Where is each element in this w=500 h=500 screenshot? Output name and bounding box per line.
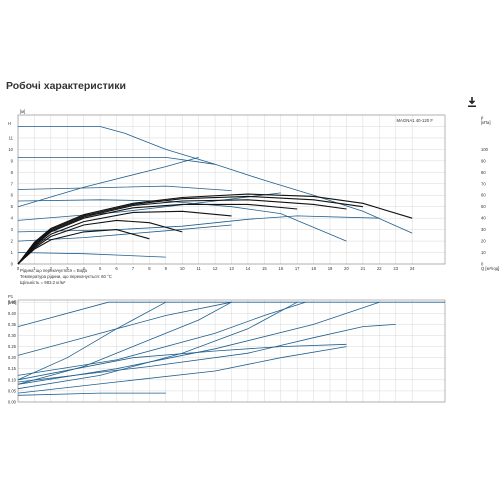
x-tick-label: 0 <box>17 266 20 271</box>
y-tick-label: 0.20 <box>8 355 17 360</box>
y-tick-label: 0.30 <box>8 333 17 338</box>
y-tick-label: 9 <box>11 158 14 163</box>
series-line <box>17 301 298 390</box>
series-line <box>17 185 232 191</box>
series-line <box>17 157 199 208</box>
y-tick-label: 0.40 <box>8 311 17 316</box>
series-line <box>17 210 232 265</box>
note-text: Температура рідини, що перекачується: 60… <box>20 274 112 279</box>
x-tick-label: 17 <box>295 266 300 271</box>
series-line <box>17 301 306 376</box>
series-line <box>17 301 232 385</box>
series-line <box>17 392 166 396</box>
x-tick-label: 24 <box>410 266 415 271</box>
x-axis-label: Q [м³/год] <box>481 266 499 271</box>
y-tick-label: 5 <box>11 204 14 209</box>
x-tick-label: 15 <box>262 266 267 271</box>
x-tick-label: 20 <box>344 266 349 271</box>
y2-tick-label: 20 <box>481 239 486 244</box>
y2-tick-label: 60 <box>481 193 486 198</box>
y2-tick-label: 90 <box>481 158 486 163</box>
y-tick-label: 10 <box>8 147 13 152</box>
series-line <box>17 195 363 265</box>
x-tick-label: 2 <box>50 266 53 271</box>
series-line <box>17 301 166 381</box>
x-tick-label: 14 <box>246 266 251 271</box>
x-tick-label: 11 <box>196 266 201 271</box>
y-axis-unit: [м] <box>20 109 25 114</box>
x-tick-label: 1 <box>33 266 36 271</box>
series-line <box>17 252 166 258</box>
x-tick-label: 5 <box>99 266 102 271</box>
y-tick-label: 6 <box>11 193 14 198</box>
series-line <box>17 346 347 394</box>
y-tick-label: 0.45 <box>8 300 17 305</box>
y2-axis-unit: [кПа] <box>481 120 491 125</box>
y2-tick-label: 100 <box>481 147 489 152</box>
x-tick-label: 22 <box>377 266 382 271</box>
legend-text: MAGNA1 40-120 F <box>396 118 433 123</box>
series-line <box>17 219 183 265</box>
y-tick-label: 8 <box>11 170 14 175</box>
y2-tick-label: 40 <box>481 216 486 221</box>
y-tick-label: 0 <box>11 262 14 267</box>
x-tick-label: 12 <box>213 266 218 271</box>
y2-tick-label: 0 <box>481 262 484 267</box>
y2-tick-label: 10 <box>481 250 486 255</box>
y-tick-label: 1 <box>11 250 14 255</box>
y-axis-unit: [kW] <box>8 300 16 305</box>
x-tick-label: 4 <box>83 266 86 271</box>
y-axis-label: P1 <box>8 294 14 299</box>
x-tick-label: 21 <box>361 266 366 271</box>
y-tick-label: 0.25 <box>8 344 17 349</box>
y2-tick-label: 50 <box>481 204 486 209</box>
note-text: Рідина, що перекачується = Вода <box>20 268 88 273</box>
y-axis-label: H <box>8 121 11 126</box>
series-line <box>18 157 216 165</box>
y-tick-label: 2 <box>11 239 14 244</box>
x-tick-label: 9 <box>165 266 168 271</box>
series-line <box>17 301 232 356</box>
x-tick-label: 6 <box>115 266 118 271</box>
y2-tick-label: 30 <box>481 227 486 232</box>
y-tick-label: 7 <box>11 181 14 186</box>
series-line <box>17 343 347 381</box>
series-line <box>17 193 413 265</box>
x-tick-label: 10 <box>180 266 185 271</box>
plot-frame <box>17 299 446 403</box>
x-tick-label: 19 <box>328 266 333 271</box>
x-tick-label: 23 <box>393 266 398 271</box>
note-text: Щільність = 983.2 кг/м³ <box>20 280 66 285</box>
y-tick-label: 3 <box>11 227 14 232</box>
x-tick-label: 18 <box>311 266 316 271</box>
y2-tick-label: 80 <box>481 170 486 175</box>
series-line <box>17 229 150 265</box>
y-tick-label: 0.10 <box>8 377 17 382</box>
y-tick-label: 0.35 <box>8 322 17 327</box>
series-line <box>17 301 445 327</box>
page-title: Робочі характеристики <box>6 80 126 92</box>
y2-tick-label: 70 <box>481 181 486 186</box>
y-tick-label: 11 <box>9 135 14 140</box>
series-line <box>17 203 298 265</box>
series-line <box>17 215 380 233</box>
x-tick-label: 16 <box>278 266 283 271</box>
series-line <box>17 199 347 265</box>
y-tick-label: 0.00 <box>8 400 17 405</box>
y-tick-label: 0.05 <box>8 388 17 393</box>
y-tick-label: 0.15 <box>8 366 17 371</box>
x-tick-label: 3 <box>66 266 69 271</box>
series-line <box>17 324 396 383</box>
y2-axis-label: p <box>481 115 484 120</box>
x-tick-label: 13 <box>229 266 234 271</box>
x-tick-label: 8 <box>148 266 151 271</box>
download-icon[interactable] <box>466 96 478 108</box>
y-tick-label: 4 <box>11 216 14 221</box>
x-tick-label: 7 <box>132 266 135 271</box>
